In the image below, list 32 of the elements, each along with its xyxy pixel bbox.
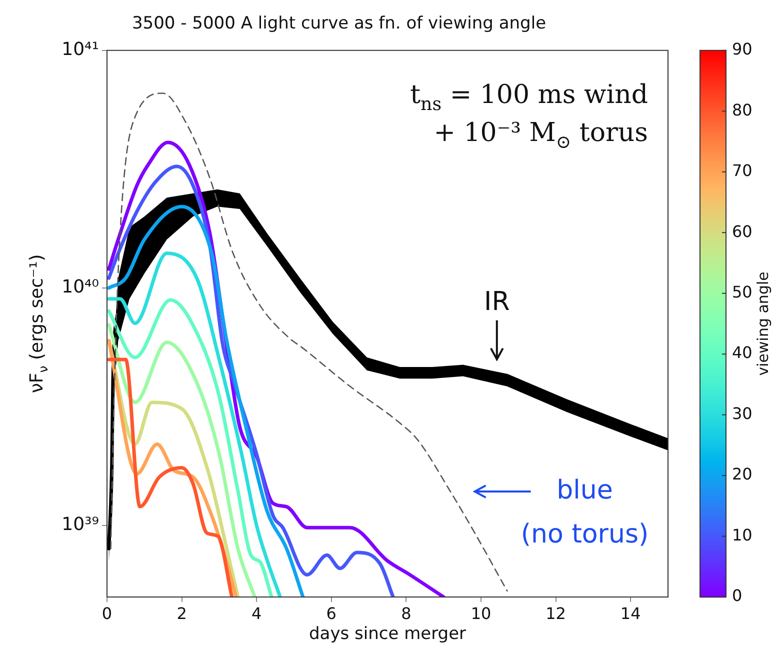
y-tick-label: 10³⁹ [62, 514, 99, 536]
color-bar-label: 20 [732, 464, 752, 484]
x-tick-label: 14 [620, 604, 641, 623]
annotation: blue (no torus) [520, 475, 649, 550]
color-bar-title: viewing angle [754, 272, 772, 376]
line-series [107, 322, 256, 597]
x-axis-title: days since merger [308, 624, 466, 644]
color-bar-label: 70 [732, 161, 752, 180]
x-tick-label: 4 [252, 604, 262, 623]
x-tick-label: 2 [176, 604, 187, 623]
color-bar-label: 80 [732, 100, 752, 120]
y-tick-label: 10⁴¹ [62, 39, 99, 60]
y-axis-title: νFν (ergs sec⁻¹) [26, 254, 51, 394]
x-tick-label: 6 [326, 604, 336, 623]
x-tick-label: 12 [546, 604, 566, 623]
annotation: IR [484, 287, 510, 318]
color-bar-label: 10 [732, 525, 752, 544]
color-bar-label: 60 [732, 222, 752, 241]
x-tick-label: 8 [401, 604, 412, 623]
line-series [107, 204, 305, 597]
color-bar-label: 90 [732, 40, 752, 59]
y-tick-label: 10⁴⁰ [62, 276, 99, 298]
color-bar-label: 40 [732, 343, 752, 362]
x-tick-label: 10 [470, 604, 492, 623]
annotation: + 10⁻³ M⊙ torus [434, 118, 648, 154]
x-tick-label: 0 [102, 604, 112, 623]
color-bar-label: 0 [732, 586, 742, 606]
color-bar-label: 30 [732, 404, 752, 423]
line-series [107, 251, 282, 597]
line-series [107, 298, 274, 597]
chart-title: 3500 - 5000 A light curve as fn. of viewing angle [132, 14, 546, 34]
color-bar-label: 50 [732, 282, 752, 302]
